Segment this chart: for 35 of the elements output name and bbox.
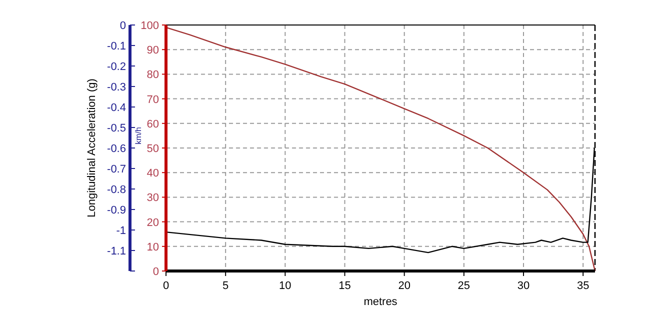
y2-tick-label: -0.2	[107, 61, 126, 73]
y-tick-label: 10	[146, 241, 159, 254]
x-tick-label: 10	[279, 280, 292, 292]
y2-tick-label: -1	[116, 225, 126, 237]
y2-tick-label: -1.1	[107, 246, 126, 258]
y-tick-label: 60	[146, 118, 159, 130]
y-tick-label: 50	[146, 143, 159, 155]
y-tick-label: 0	[152, 266, 159, 278]
y-axis-title: km/h	[134, 127, 143, 144]
y2-tick-label: -0.9	[107, 204, 126, 216]
y2-tick-label: -0.8	[107, 184, 126, 196]
y-tick-label: 20	[146, 216, 159, 229]
x-axis-title: metres	[364, 296, 398, 308]
y2-tick-label: -0.3	[107, 82, 126, 94]
y-tick-label: 80	[146, 69, 159, 82]
y2-tick-label: -0.4	[107, 102, 126, 114]
y2-axis-title: Longitudinal Acceleration (g)	[86, 78, 98, 218]
x-tick-label: 30	[517, 280, 530, 292]
x-tick-label: 0	[162, 280, 170, 292]
y-tick-label: 100	[140, 20, 159, 32]
y2-tick-label: -0.5	[107, 122, 126, 134]
x-tick-label: 35	[576, 280, 590, 292]
y2-tick-label: -0.6	[107, 143, 126, 155]
x-tick-label: 5	[222, 280, 229, 292]
x-tick-label: 20	[398, 280, 410, 292]
y2-tick-label: 0	[120, 20, 126, 32]
y2-tick-label: -0.7	[107, 164, 126, 176]
y-tick-label: 90	[146, 44, 159, 57]
x-tick-label: 15	[338, 280, 351, 292]
y2-tick-label: -0.1	[107, 40, 126, 52]
y-tick-label: 30	[146, 192, 159, 204]
y-tick-label: 70	[146, 94, 159, 106]
line-series	[165, 26, 596, 272]
x-tick-label: 25	[458, 280, 470, 292]
y-tick-label: 40	[146, 168, 159, 180]
